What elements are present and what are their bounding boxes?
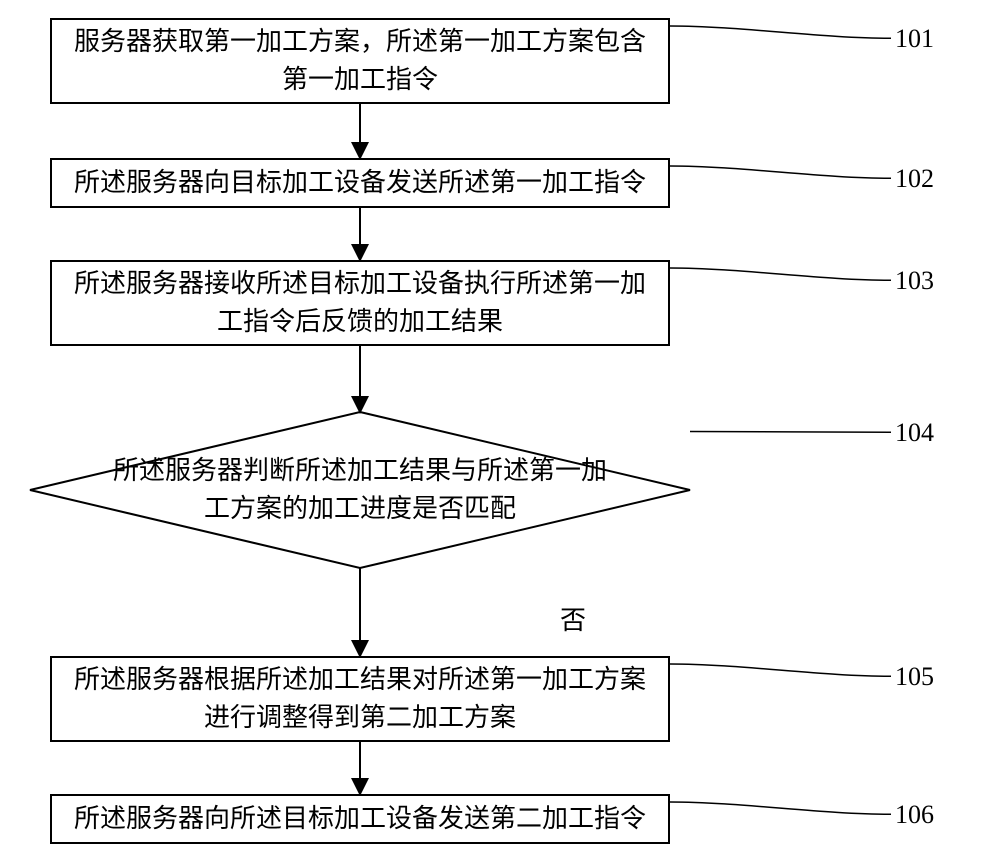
flowchart-canvas: 服务器获取第一加工方案，所述第一加工方案包含第一加工指令 所述服务器向目标加工设…	[0, 0, 1000, 847]
svg-overlay	[0, 0, 1000, 847]
